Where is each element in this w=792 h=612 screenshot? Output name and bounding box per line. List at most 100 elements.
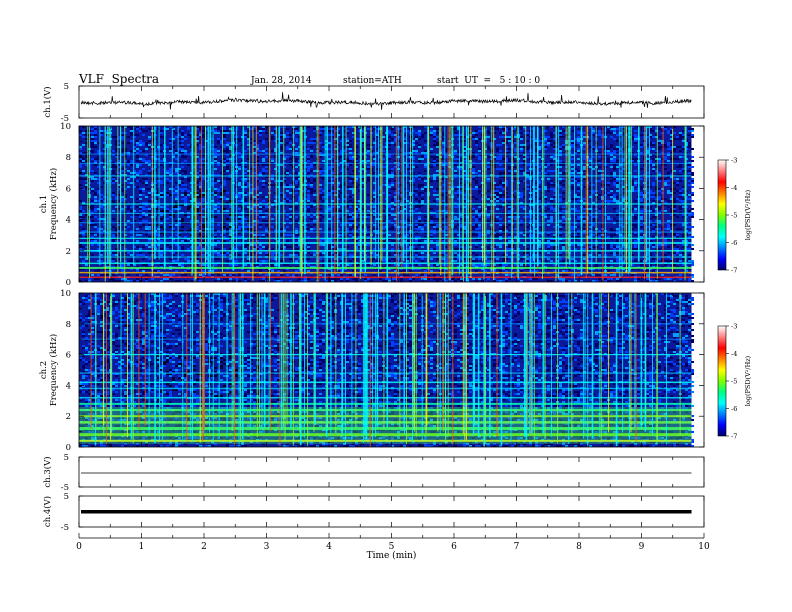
spectrogram-cell	[418, 236, 421, 238]
spectrogram-cell	[442, 170, 445, 172]
spectrogram-cell	[256, 156, 259, 158]
spectrogram-cell	[487, 232, 490, 234]
spectrogram-cell	[367, 176, 370, 178]
spectrogram-cell	[373, 190, 376, 192]
spectrogram-cell	[514, 150, 517, 152]
spectrogram-cell	[640, 202, 643, 204]
spectrogram-cell	[367, 160, 370, 162]
spectrogram-cell	[502, 200, 505, 202]
spectrogram-cell	[310, 142, 313, 144]
spectrogram-cell	[547, 142, 550, 144]
spectrogram-cell	[214, 148, 217, 150]
spectrogram-cell	[433, 218, 436, 220]
spectrogram-cell	[391, 200, 394, 202]
spectrogram-cell	[280, 180, 283, 182]
spectrogram-cell	[247, 130, 250, 132]
spectrogram-cell	[280, 146, 283, 148]
spectrogram-cell	[559, 134, 562, 136]
spectrogram-cell	[562, 152, 565, 154]
spectrogram-cell	[559, 150, 562, 152]
spectrogram-cell	[457, 224, 460, 226]
spectrogram-cell	[640, 178, 643, 180]
spectrogram-cell	[523, 208, 526, 210]
spectrogram-cell	[457, 192, 460, 194]
spectrogram-cell	[283, 158, 286, 160]
spectrogram-cell	[148, 138, 151, 140]
spectrogram-cell	[415, 228, 418, 230]
spectrogram-cell	[448, 138, 451, 140]
spectrogram-cell	[421, 224, 424, 226]
spectrogram-cell	[283, 144, 286, 146]
spectrogram-cell	[136, 228, 139, 230]
spectrogram-cell	[613, 198, 616, 200]
spectrogram-cell	[136, 164, 139, 166]
spectrogram-cell	[649, 160, 652, 162]
spectrogram-cell	[181, 140, 184, 142]
spectrogram-cell	[670, 196, 673, 198]
spectrogram-cell	[79, 148, 82, 150]
spectrogram-cell	[346, 164, 349, 166]
spectrogram-cell	[448, 240, 451, 242]
spectrogram-cell	[253, 146, 256, 148]
spectrogram-cell	[661, 200, 664, 202]
spectrogram-cell	[622, 236, 625, 238]
spectrogram-cell	[367, 166, 370, 168]
spectrogram-cell	[499, 196, 502, 198]
spectrogram-cell	[478, 156, 481, 158]
spectrogram-cell	[502, 176, 505, 178]
spectrogram-cell	[298, 154, 301, 156]
spectrogram-cell	[613, 166, 616, 168]
spectrogram-cell	[391, 202, 394, 204]
spectrogram-cell	[403, 236, 406, 238]
spectrogram-cell	[79, 158, 82, 160]
spectrogram-cell	[79, 154, 82, 156]
spectrogram-cell	[298, 178, 301, 180]
spectrogram-cell	[247, 140, 250, 142]
spectrogram-cell	[118, 146, 121, 148]
spectrogram-cell	[94, 224, 97, 226]
spectrogram-cell	[499, 150, 502, 152]
spectrogram-cell	[415, 150, 418, 152]
spectrogram-cell	[334, 190, 337, 192]
spectrogram-cell	[496, 192, 499, 194]
spectrogram-cell	[499, 154, 502, 156]
spectrogram-cell	[610, 136, 613, 138]
spectrogram-cell	[583, 206, 586, 208]
spectrogram-cell	[499, 198, 502, 200]
spectrogram-cell	[148, 160, 151, 162]
spectrogram-cell	[349, 214, 352, 216]
spectrogram-cell	[535, 138, 538, 140]
spectrogram-cell	[493, 154, 496, 156]
spectrogram-cell	[505, 182, 508, 184]
spectrogram-cell	[559, 198, 562, 200]
spectrogram-cell	[295, 234, 298, 236]
spectrogram-cell	[460, 216, 463, 218]
spectrogram-cell	[496, 184, 499, 186]
spectrogram-cell	[313, 228, 316, 230]
spectrogram-cell	[331, 188, 334, 190]
spectrogram-cell	[229, 146, 232, 148]
spectrogram-cell	[328, 154, 331, 156]
spectrogram-cell	[118, 136, 121, 138]
spectrogram-cell	[91, 170, 94, 172]
spectrogram-cell	[190, 200, 193, 202]
spectrogram-cell	[214, 236, 217, 238]
spectrogram-cell	[412, 126, 415, 128]
spectrogram-cell	[187, 134, 190, 136]
spectrogram-cell	[472, 234, 475, 236]
spectrogram-cell	[139, 150, 142, 152]
spectrogram-cell	[433, 132, 436, 134]
spectrogram-cell	[280, 142, 283, 144]
spectrogram-cell	[523, 160, 526, 162]
spectrogram-cell	[619, 234, 622, 236]
spectrogram-cell	[295, 160, 298, 162]
spectrogram-cell	[496, 200, 499, 202]
spectrogram-cell	[142, 150, 145, 152]
spectrogram-cell	[592, 228, 595, 230]
spectrogram-cell	[166, 210, 169, 212]
spectrogram-cell	[166, 204, 169, 206]
spectrogram-cell	[307, 126, 310, 128]
spectrogram-cell	[85, 186, 88, 188]
spectrogram-cell	[199, 172, 202, 174]
spectrogram-cell	[103, 208, 106, 210]
